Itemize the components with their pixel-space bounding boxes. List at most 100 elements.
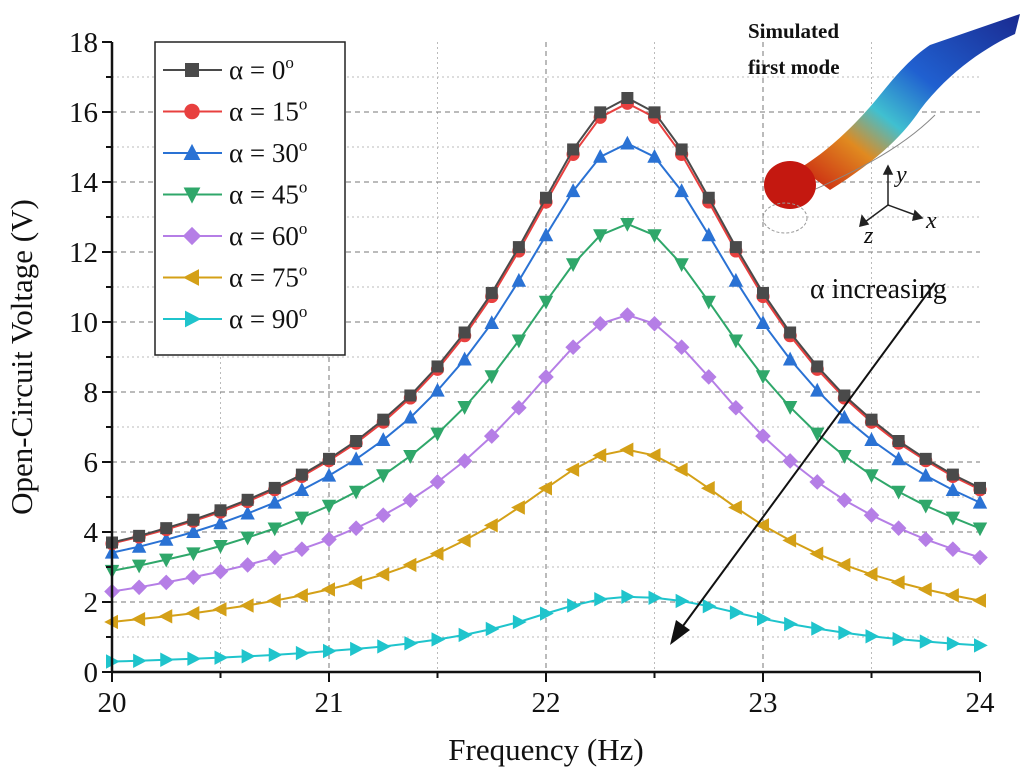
data-point xyxy=(565,339,581,355)
x-tick-label: 20 xyxy=(98,687,127,719)
data-point xyxy=(755,518,769,533)
data-point xyxy=(376,432,391,446)
data-point xyxy=(430,427,445,442)
data-point xyxy=(348,451,364,466)
data-point xyxy=(647,229,662,243)
data-point xyxy=(348,520,364,536)
series-α = 45° xyxy=(104,218,988,579)
data-point xyxy=(457,351,472,366)
data-point xyxy=(404,636,419,651)
data-point xyxy=(675,593,690,609)
data-point xyxy=(974,638,988,653)
data-point xyxy=(565,258,581,273)
data-point xyxy=(323,452,335,465)
data-point xyxy=(295,468,308,481)
data-point xyxy=(511,334,527,349)
data-point xyxy=(728,399,744,416)
data-point xyxy=(375,567,390,582)
data-point xyxy=(784,616,798,632)
data-point xyxy=(972,494,988,509)
data-point xyxy=(402,492,419,508)
series-α = 0° xyxy=(106,92,986,549)
data-point xyxy=(945,511,961,526)
data-point xyxy=(864,469,879,484)
data-point xyxy=(484,370,499,385)
data-point xyxy=(837,409,852,424)
y-tick-label: 18 xyxy=(69,27,98,59)
data-point xyxy=(268,481,281,494)
data-point xyxy=(782,401,798,415)
y-tick-label: 16 xyxy=(69,97,98,129)
data-point xyxy=(974,481,986,494)
data-point xyxy=(511,500,525,515)
data-point xyxy=(483,428,500,444)
degree-sup: o xyxy=(299,136,308,155)
x-tick-label: 23 xyxy=(749,687,778,719)
data-point xyxy=(240,531,255,546)
data-point xyxy=(757,611,771,626)
data-point xyxy=(594,592,609,607)
data-point xyxy=(945,588,959,603)
data-point xyxy=(267,522,282,537)
data-point xyxy=(891,485,906,500)
inset-title-line1: Simulated xyxy=(748,19,839,43)
inset-simulated-mode: Simulated first mode y x z xyxy=(748,14,1020,249)
data-point xyxy=(239,557,256,573)
data-point xyxy=(321,531,337,548)
data-point xyxy=(511,272,527,287)
data-point xyxy=(972,549,988,566)
axis-x-label: x xyxy=(925,208,937,234)
degree-sup: o xyxy=(299,261,308,280)
data-point xyxy=(890,575,905,590)
data-point xyxy=(403,450,418,464)
data-point xyxy=(429,474,446,490)
data-point xyxy=(375,507,392,523)
data-point xyxy=(239,598,254,613)
data-point xyxy=(565,462,580,477)
legend-marker xyxy=(183,187,201,204)
legend-label: α = 0o xyxy=(229,53,294,85)
data-point xyxy=(241,649,256,664)
y-axis-title: Open-Circuit Voltage (V) xyxy=(4,199,39,515)
series-α = 90° xyxy=(106,589,988,669)
data-point xyxy=(266,549,283,566)
legend-marker xyxy=(182,226,202,246)
data-point xyxy=(755,315,771,330)
data-point xyxy=(294,511,310,526)
y-tick-label: 6 xyxy=(84,447,99,479)
data-point xyxy=(810,427,825,442)
beam-shape xyxy=(800,14,1020,190)
legend-marker xyxy=(183,143,201,160)
data-point xyxy=(512,614,527,630)
legend-marker xyxy=(185,310,202,328)
data-point xyxy=(131,579,147,596)
data-point xyxy=(456,533,471,548)
data-point xyxy=(538,295,554,310)
data-point xyxy=(619,307,636,323)
data-point xyxy=(377,639,392,654)
data-point xyxy=(458,326,471,339)
data-point xyxy=(646,315,663,332)
axis-z-label: z xyxy=(863,223,874,249)
legend-item: α = 15o xyxy=(163,95,307,127)
data-point xyxy=(592,315,609,332)
legend-label: α = 45o xyxy=(229,178,307,210)
data-point xyxy=(131,611,146,627)
data-point xyxy=(946,468,959,481)
y-tick-label: 12 xyxy=(69,237,98,269)
data-point xyxy=(213,540,228,554)
data-point xyxy=(864,432,879,446)
alpha-increasing-label: α increasing xyxy=(810,274,947,305)
data-point xyxy=(483,518,498,533)
data-point xyxy=(159,531,174,546)
data-point xyxy=(323,643,337,659)
legend-label: α = 75o xyxy=(229,261,307,293)
y-tick-label: 0 xyxy=(84,657,99,689)
data-point xyxy=(350,641,364,657)
data-point xyxy=(321,499,337,514)
data-point xyxy=(567,143,580,156)
degree-sup: o xyxy=(299,302,308,321)
data-point xyxy=(755,370,771,385)
data-point xyxy=(755,428,771,444)
legend-item: α = 30o xyxy=(163,136,307,168)
